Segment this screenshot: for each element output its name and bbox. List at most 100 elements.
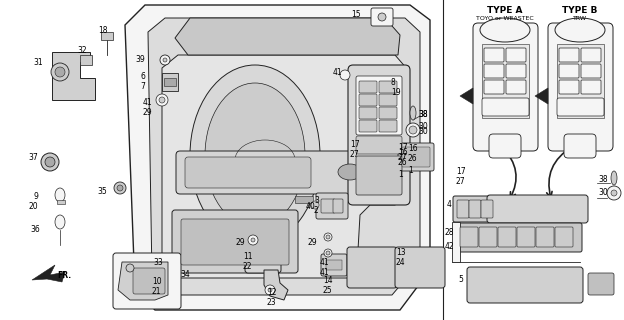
FancyBboxPatch shape — [456, 223, 582, 252]
Ellipse shape — [324, 249, 332, 257]
FancyBboxPatch shape — [581, 80, 601, 94]
Text: 29: 29 — [308, 238, 317, 247]
Polygon shape — [32, 265, 65, 282]
Bar — [482, 44, 529, 118]
Text: 16: 16 — [408, 144, 417, 153]
Text: 35: 35 — [97, 187, 107, 196]
FancyBboxPatch shape — [316, 193, 348, 219]
FancyBboxPatch shape — [321, 254, 347, 276]
FancyBboxPatch shape — [356, 136, 402, 154]
Text: 2: 2 — [314, 206, 319, 215]
Polygon shape — [175, 18, 400, 55]
FancyBboxPatch shape — [185, 157, 311, 188]
FancyBboxPatch shape — [356, 156, 402, 195]
Text: 38: 38 — [418, 110, 427, 119]
Polygon shape — [125, 5, 430, 310]
FancyBboxPatch shape — [113, 253, 181, 309]
Ellipse shape — [117, 185, 123, 191]
Ellipse shape — [55, 188, 65, 202]
FancyBboxPatch shape — [379, 107, 397, 119]
Ellipse shape — [406, 123, 420, 137]
FancyBboxPatch shape — [133, 268, 165, 294]
FancyBboxPatch shape — [506, 80, 526, 94]
Text: 1: 1 — [408, 166, 412, 175]
Text: 19: 19 — [391, 88, 401, 97]
Text: TRW: TRW — [573, 16, 587, 21]
Text: 8: 8 — [391, 78, 396, 87]
FancyBboxPatch shape — [481, 200, 493, 218]
Text: 36: 36 — [30, 225, 40, 234]
FancyBboxPatch shape — [321, 199, 335, 213]
Ellipse shape — [268, 288, 272, 292]
Text: 27: 27 — [456, 177, 466, 186]
FancyBboxPatch shape — [557, 98, 604, 116]
Ellipse shape — [55, 67, 65, 77]
Text: 4: 4 — [447, 200, 452, 209]
Text: 25: 25 — [323, 286, 333, 295]
Bar — [326, 260, 342, 270]
Text: 41: 41 — [320, 258, 329, 267]
FancyBboxPatch shape — [548, 23, 613, 151]
FancyBboxPatch shape — [555, 227, 573, 247]
FancyBboxPatch shape — [359, 94, 377, 106]
FancyBboxPatch shape — [395, 247, 445, 288]
Text: 15: 15 — [351, 10, 361, 19]
FancyBboxPatch shape — [581, 64, 601, 78]
FancyBboxPatch shape — [473, 23, 538, 151]
Text: 22: 22 — [243, 262, 253, 271]
FancyBboxPatch shape — [489, 134, 521, 158]
FancyBboxPatch shape — [564, 134, 596, 158]
Text: 6: 6 — [140, 72, 145, 81]
Text: 39: 39 — [135, 55, 145, 64]
Ellipse shape — [55, 215, 65, 229]
Text: 10: 10 — [152, 277, 162, 286]
Text: FR.: FR. — [57, 271, 71, 281]
Ellipse shape — [51, 63, 69, 81]
FancyBboxPatch shape — [460, 227, 478, 247]
Ellipse shape — [41, 153, 59, 171]
Ellipse shape — [205, 83, 305, 227]
Text: 42: 42 — [445, 242, 455, 251]
Text: 20: 20 — [28, 202, 38, 211]
Text: 32: 32 — [77, 46, 87, 55]
Text: 41: 41 — [142, 98, 152, 107]
Text: 21: 21 — [152, 287, 162, 296]
Text: 37: 37 — [28, 153, 38, 162]
Ellipse shape — [611, 190, 617, 196]
Text: 13: 13 — [396, 248, 406, 257]
FancyBboxPatch shape — [181, 219, 289, 265]
Text: 41: 41 — [333, 68, 342, 77]
FancyBboxPatch shape — [356, 76, 402, 135]
Text: 23: 23 — [267, 298, 276, 307]
Polygon shape — [535, 88, 548, 104]
Text: 7: 7 — [140, 82, 145, 91]
Bar — [57, 200, 65, 204]
Text: 12: 12 — [267, 288, 276, 297]
Text: 28: 28 — [445, 228, 454, 237]
Ellipse shape — [248, 235, 258, 245]
FancyBboxPatch shape — [348, 65, 410, 205]
Ellipse shape — [45, 157, 55, 167]
FancyBboxPatch shape — [176, 151, 359, 194]
FancyBboxPatch shape — [559, 64, 579, 78]
Text: 33: 33 — [153, 258, 163, 267]
FancyBboxPatch shape — [506, 64, 526, 78]
Text: 30: 30 — [418, 127, 427, 136]
FancyBboxPatch shape — [457, 200, 469, 218]
FancyBboxPatch shape — [482, 98, 529, 116]
Text: 9: 9 — [33, 192, 38, 201]
Text: 26: 26 — [408, 154, 417, 163]
Ellipse shape — [160, 55, 170, 65]
FancyBboxPatch shape — [517, 227, 535, 247]
Ellipse shape — [326, 235, 330, 239]
Ellipse shape — [251, 238, 255, 242]
Bar — [80, 55, 92, 65]
Text: 31: 31 — [33, 58, 43, 67]
FancyBboxPatch shape — [506, 48, 526, 62]
Ellipse shape — [324, 233, 332, 241]
Text: 17: 17 — [398, 143, 407, 152]
Ellipse shape — [163, 58, 167, 62]
Text: 29: 29 — [142, 108, 152, 117]
Ellipse shape — [340, 70, 350, 80]
FancyBboxPatch shape — [479, 227, 497, 247]
